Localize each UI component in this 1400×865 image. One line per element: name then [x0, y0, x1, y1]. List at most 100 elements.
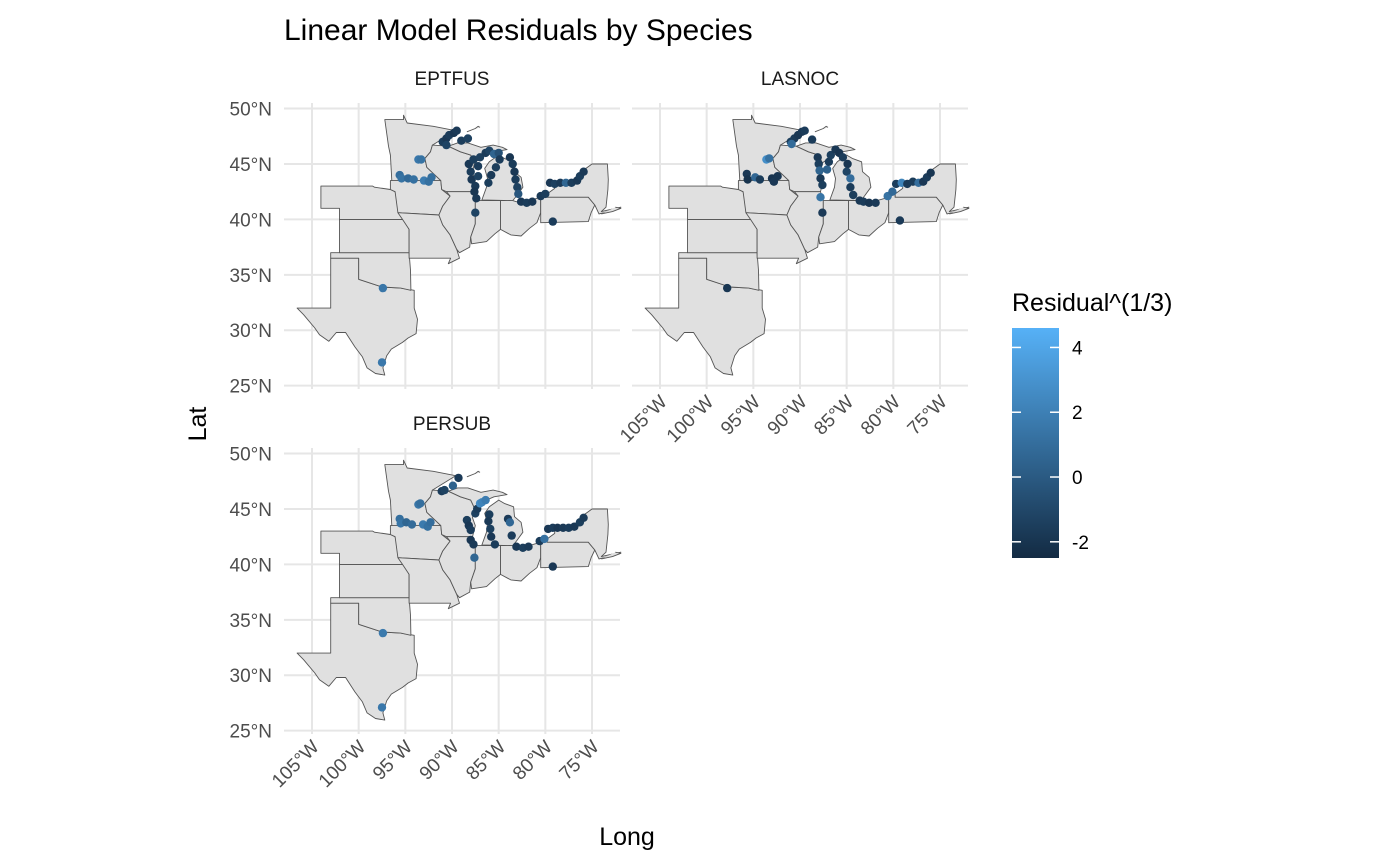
state-nebraska: [668, 185, 751, 220]
residual-points: [723, 126, 935, 293]
data-point: [723, 283, 732, 293]
data-point: [849, 190, 858, 200]
y-tick-label: 45°N: [230, 155, 272, 176]
y-tick-label: 45°N: [230, 500, 272, 521]
data-point: [548, 217, 557, 226]
state-ny-arrow: [601, 551, 622, 560]
data-point: [846, 183, 855, 192]
data-point: [473, 162, 483, 171]
state-mich-arrow: [466, 125, 481, 133]
x-tick-label: 75°W: [556, 737, 604, 785]
state-kansas: [687, 218, 758, 254]
facet-strip-label: LASNOC: [761, 69, 839, 90]
facet-panel-eptfus: EPTFUS 25°N 30°N 35°N 40°N 45°N 50°N: [230, 69, 622, 398]
data-point: [871, 198, 880, 207]
data-point: [822, 165, 832, 174]
data-point: [818, 180, 827, 190]
data-point: [512, 542, 521, 551]
chart-title: Linear Model Residuals by Species: [284, 14, 753, 47]
state-michigan-up: [447, 487, 508, 509]
data-point: [507, 531, 516, 540]
data-point: [454, 473, 463, 483]
data-point: [442, 140, 451, 150]
data-point: [491, 163, 501, 172]
data-point: [514, 189, 523, 199]
data-point: [843, 159, 852, 169]
data-point: [466, 167, 475, 176]
y-tick-label: 40°N: [230, 210, 272, 231]
data-point: [471, 208, 480, 217]
state-pennsylvania: [540, 538, 596, 569]
data-point: [427, 173, 436, 182]
data-point: [409, 175, 418, 184]
data-point: [548, 562, 557, 571]
x-tick-label: 95°W: [717, 392, 765, 440]
data-point: [888, 187, 897, 196]
state-ny-arrow: [949, 206, 970, 215]
data-point: [463, 134, 473, 143]
data-point: [524, 542, 533, 551]
y-axis-label: Lat: [184, 407, 212, 442]
data-point: [895, 216, 905, 225]
data-point: [457, 136, 466, 145]
data-point: [490, 540, 500, 549]
data-point: [469, 155, 478, 164]
data-point: [484, 517, 493, 526]
data-point: [773, 172, 782, 181]
data-point: [416, 499, 425, 508]
x-tick-label: 95°W: [369, 737, 417, 785]
y-tick-label: 30°N: [230, 666, 272, 687]
x-tick-label: 85°W: [810, 392, 858, 440]
legend-tick-label: -2: [1072, 533, 1089, 554]
data-point: [378, 628, 388, 638]
legend-tick-label: 2: [1072, 403, 1083, 424]
data-point: [826, 150, 835, 160]
residual-points: [377, 126, 588, 367]
x-tick-label: 85°W: [462, 737, 510, 785]
data-point: [481, 495, 490, 505]
data-point: [528, 197, 537, 206]
state-nebraska: [320, 530, 403, 565]
x-tick-label: 80°W: [509, 737, 557, 785]
data-point: [765, 154, 774, 163]
data-point: [473, 172, 483, 181]
state-pennsylvania: [540, 193, 596, 224]
residual-points: [377, 473, 588, 712]
data-point: [486, 524, 495, 534]
data-point: [505, 518, 515, 527]
legend-tick-label: 0: [1072, 468, 1083, 489]
data-point: [487, 170, 496, 180]
data-point: [452, 126, 461, 135]
data-point: [813, 153, 822, 162]
data-point: [755, 175, 765, 184]
state-outlines: [644, 114, 970, 376]
data-point: [846, 174, 855, 183]
data-point: [470, 187, 479, 196]
data-point: [505, 153, 515, 162]
data-point: [487, 532, 496, 541]
x-tick-label: 105°W: [268, 737, 323, 792]
x-tick-label: 80°W: [857, 392, 905, 440]
state-mich-arrow: [814, 125, 829, 133]
x-tick-label: 105°W: [616, 392, 671, 447]
data-point: [824, 157, 834, 166]
y-tick-label: 50°N: [230, 100, 272, 121]
data-point: [540, 534, 549, 544]
facet-strip-label: PERSUB: [413, 414, 491, 435]
state-oklahoma: [678, 252, 760, 291]
data-point: [579, 513, 588, 522]
data-point: [816, 193, 825, 202]
data-point: [470, 553, 479, 562]
state-outlines: [296, 114, 622, 376]
state-kansas: [339, 218, 410, 254]
data-point: [838, 153, 848, 162]
data-point: [378, 283, 388, 293]
data-point: [448, 481, 458, 490]
data-point: [510, 167, 519, 176]
data-point: [440, 485, 449, 495]
data-point: [469, 540, 478, 549]
facet-panel-persub: PERSUB 25°N 30°N 35°N 40°N 45°N 50°N 105°W100°W…: [230, 414, 622, 792]
data-point: [508, 159, 517, 169]
x-tick-label: 90°W: [416, 737, 464, 785]
